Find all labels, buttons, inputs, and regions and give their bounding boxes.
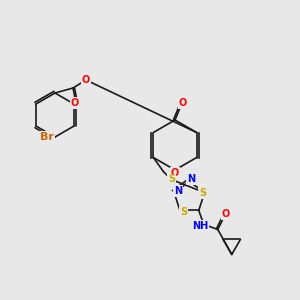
Text: N: N <box>187 175 195 184</box>
Text: N: N <box>174 186 182 196</box>
Text: S: S <box>168 175 175 184</box>
Text: O: O <box>82 75 90 85</box>
Text: NH: NH <box>192 221 208 231</box>
Text: O: O <box>71 98 79 108</box>
Text: Br: Br <box>40 132 54 142</box>
Text: S: S <box>180 207 188 218</box>
Text: S: S <box>199 188 206 198</box>
Text: O: O <box>222 209 230 219</box>
Text: O: O <box>171 168 179 178</box>
Text: O: O <box>179 98 187 108</box>
